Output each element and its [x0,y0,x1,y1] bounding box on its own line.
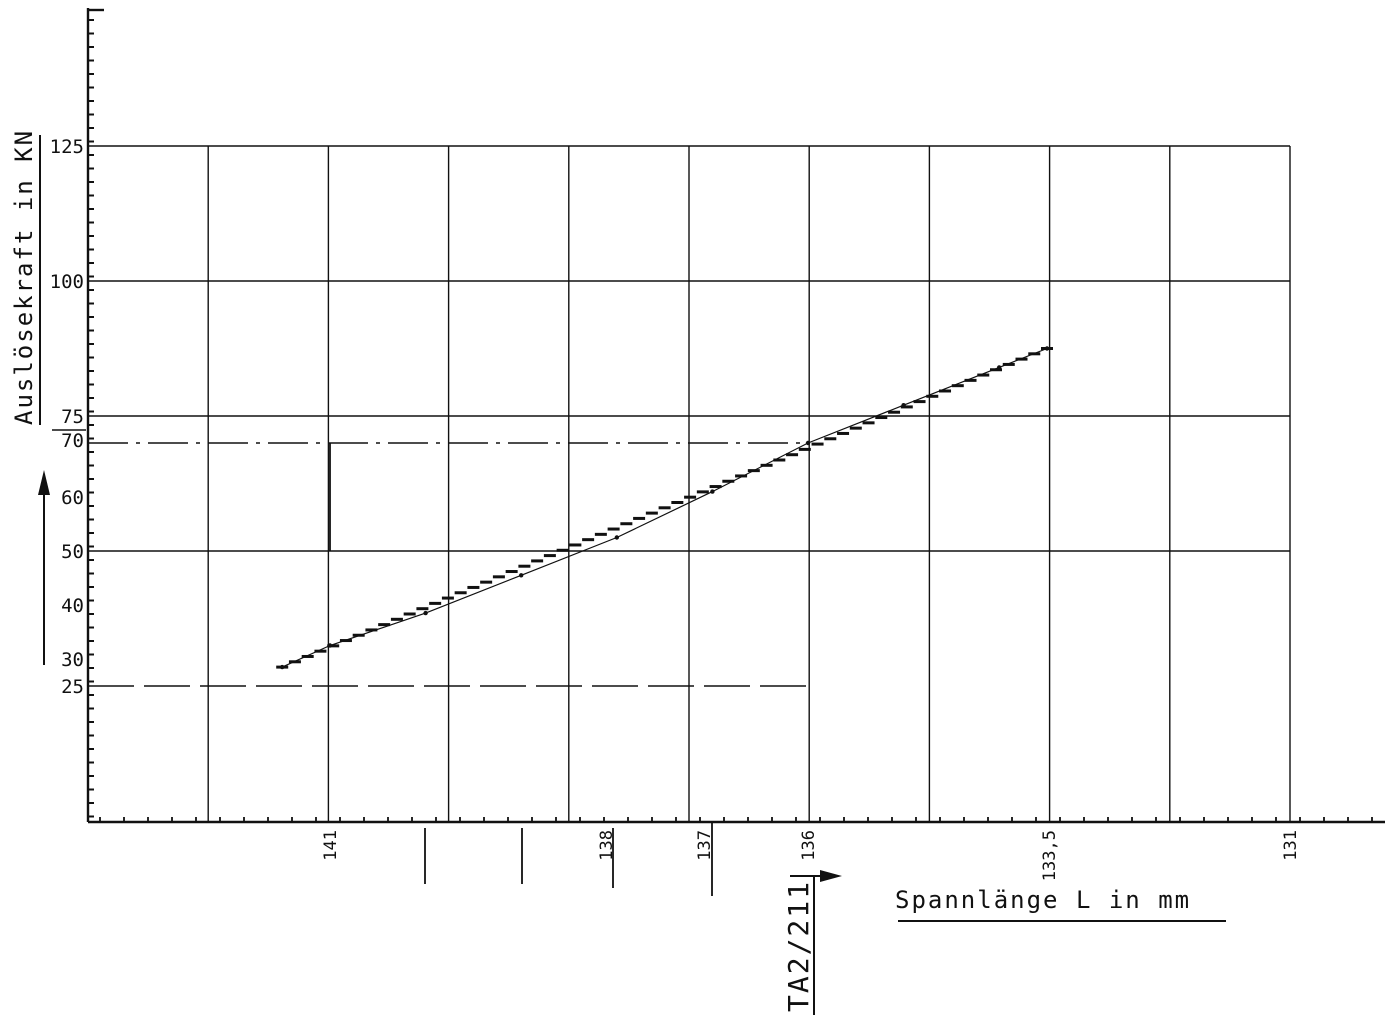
y-tick-label-30: 30 [61,649,84,671]
data-point-3 [519,573,524,578]
x-tick-label-0: 141 [321,830,341,861]
drawing-reference-label: TA2/211 [782,880,815,1012]
y-tick-label-125: 125 [50,136,84,158]
reference-lines [88,442,808,687]
x-tick-label-1: 138 [597,830,617,861]
x-tick-label-5: 131 [1281,830,1301,861]
y-tick-label-100: 100 [50,271,84,293]
y-axis-title: Auslösekraft in KN [10,129,38,425]
x-tick-labels: 141 138 137 136 133,5 131 [321,822,1301,896]
x-tick-label-4: 133,5 [1040,830,1060,881]
x-arrow-head [820,870,842,882]
data-point-2 [423,610,428,616]
x-axis-title: Spannlänge L in mm [895,886,1191,914]
y-tick-label-25: 25 [61,676,84,698]
data-point-5 [710,489,715,494]
y-tick-label-60: 60 [61,487,84,509]
data-point-7 [901,403,906,408]
data-point-4 [614,535,619,540]
x-tick-label-3: 136 [799,830,819,861]
series-line-0 [281,347,1048,668]
grid-lines [88,145,1291,822]
y-tick-label-70: 70 [61,430,84,452]
data-point-8 [997,365,1002,370]
data-point-0 [280,664,285,670]
data-series [276,346,1053,670]
y-arrow-head [38,470,50,495]
data-point-9 [1044,346,1050,351]
y-tick-label-40: 40 [61,595,84,617]
x-tick-label-2: 137 [695,830,715,861]
y-tick-label-50: 50 [61,541,84,563]
data-point-1 [327,643,333,648]
data-point-6 [805,440,811,446]
y-tick-label-75: 75 [61,406,84,428]
